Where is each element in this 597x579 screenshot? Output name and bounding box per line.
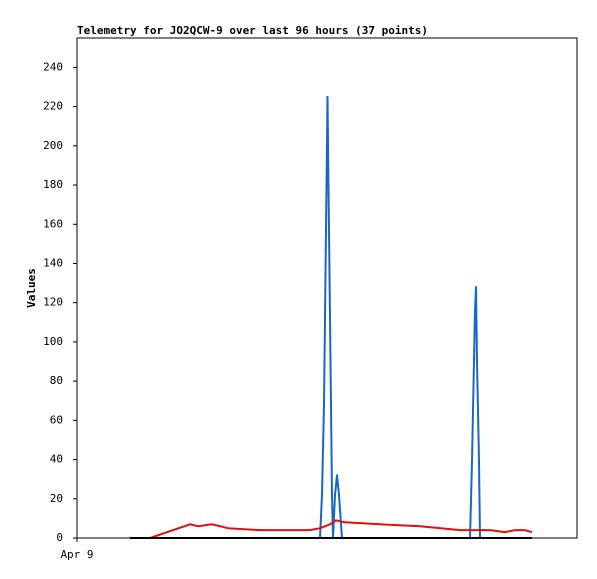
y-tick-label: 20 — [50, 492, 63, 505]
y-tick-label: 140 — [43, 256, 63, 269]
series-line — [130, 519, 533, 539]
chart-title: Telemetry for JO2QCW-9 over last 96 hour… — [77, 24, 428, 37]
y-tick-label: 100 — [43, 335, 63, 348]
y-tick-label: 120 — [43, 296, 63, 309]
x-tick-label: Apr 9 — [60, 548, 93, 561]
y-tick-label: 180 — [43, 178, 63, 191]
y-tick-label: 220 — [43, 100, 63, 113]
series-line — [130, 95, 532, 539]
y-tick-label: 0 — [56, 531, 63, 544]
y-tick-label: 160 — [43, 217, 63, 230]
y-axis-label: Values — [25, 268, 38, 308]
y-tick-label: 40 — [50, 453, 63, 466]
y-tick-label: 80 — [50, 374, 63, 387]
y-tick-label: 200 — [43, 139, 63, 152]
y-tick-label: 60 — [50, 413, 63, 426]
y-tick-label: 240 — [43, 60, 63, 73]
